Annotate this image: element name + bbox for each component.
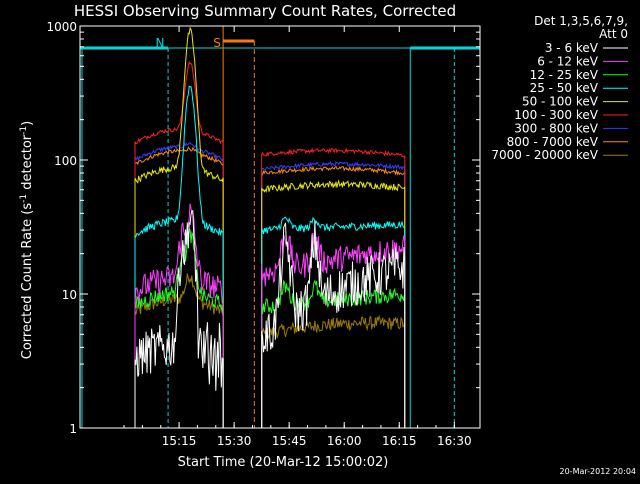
y-label-sup1: -1 <box>19 194 29 203</box>
series-line <box>261 147 406 428</box>
timestamp: 20-Mar-2012 20:04 <box>560 467 637 476</box>
legend-label: 3 - 6 keV <box>545 41 599 55</box>
series-lines <box>134 26 406 428</box>
series-line <box>134 26 224 428</box>
series-line <box>134 142 224 428</box>
legend-label: 800 - 7000 keV <box>507 135 599 149</box>
series-line <box>261 227 406 428</box>
x-tick-label: 15:30 <box>217 434 252 448</box>
y-tick-label: 100 <box>54 154 77 168</box>
saa-label: S <box>213 36 221 50</box>
series-line <box>134 60 224 428</box>
x-axis-ticks: 15:15 15:30 15:45 16:00 16:15 16:30 <box>123 26 472 448</box>
y-label-main: Corrected Count Rate (s <box>20 203 35 360</box>
legend-header-1: Det 1,3,5,6,7,9, <box>534 14 628 28</box>
series-line <box>261 279 406 428</box>
chart-title: HESSI Observing Summary Count Rates, Cor… <box>74 2 456 20</box>
series-line <box>261 314 406 428</box>
y-axis-label: Corrected Count Rate (s-1 detector-1) <box>19 121 35 359</box>
series-line <box>261 216 406 428</box>
y-tick-label: 1000 <box>46 20 77 34</box>
legend-label: 6 - 12 keV <box>537 54 599 68</box>
series-line <box>261 220 406 428</box>
series-line <box>261 179 406 428</box>
x-tick-label: 15:15 <box>162 434 197 448</box>
series-line <box>134 273 224 428</box>
legend-label: 50 - 100 keV <box>522 95 599 109</box>
plot-frame <box>79 25 481 429</box>
night-label: N <box>156 36 165 50</box>
legend-label: 12 - 25 keV <box>530 68 599 82</box>
series-line <box>261 160 406 428</box>
y-label-sup2: -1 <box>19 126 29 135</box>
saa-interval <box>222 26 255 428</box>
y-tick-label: 10 <box>62 288 77 302</box>
series-line <box>134 210 224 428</box>
legend-label: 100 - 300 keV <box>514 108 598 122</box>
night-intervals <box>80 46 480 428</box>
series-line <box>134 227 224 428</box>
legend-label: 300 - 800 keV <box>514 121 598 135</box>
x-axis-label: Start Time (20-Mar-12 15:00:02) <box>178 455 389 470</box>
x-tick-label: 16:15 <box>382 434 417 448</box>
y-label-mid: detector <box>20 134 35 194</box>
y-tick-label: 1 <box>69 422 77 436</box>
x-tick-label: 15:45 <box>272 434 307 448</box>
y-axis-ticks: 1 10 100 1000 <box>46 20 480 436</box>
series-line <box>261 165 406 428</box>
x-tick-label: 16:30 <box>437 434 472 448</box>
legend-label: 25 - 50 keV <box>530 81 599 95</box>
legend-header-2: Att 0 <box>599 27 628 41</box>
series-line <box>134 203 224 428</box>
y-label-end: ) <box>20 121 35 126</box>
series-line <box>134 85 224 428</box>
x-tick-label: 16:00 <box>327 434 362 448</box>
legend-label: 7000 - 20000 keV <box>491 148 598 162</box>
